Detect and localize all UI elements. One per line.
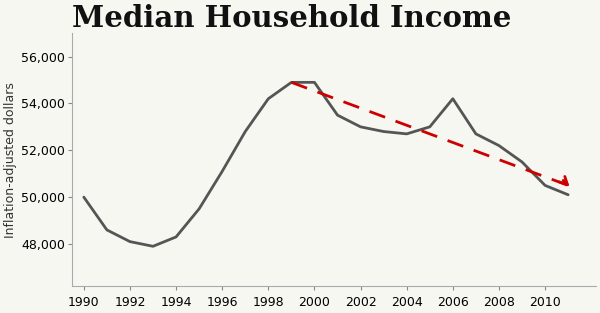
Text: Median Household Income: Median Household Income	[72, 4, 512, 33]
Y-axis label: Inflation-adjusted dollars: Inflation-adjusted dollars	[4, 82, 17, 238]
